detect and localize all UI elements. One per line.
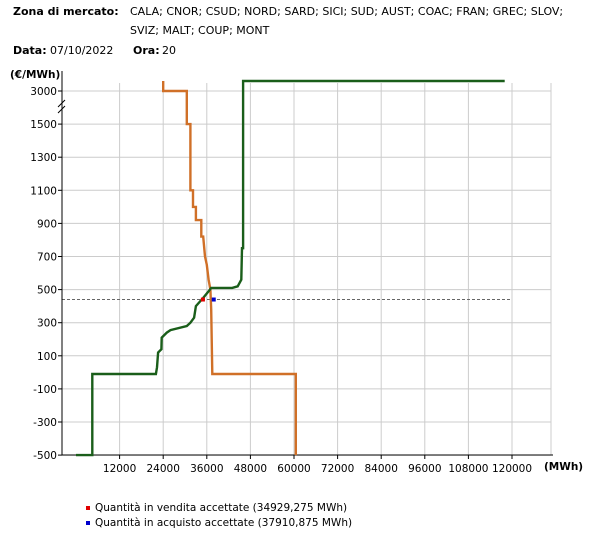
y-tick-label: 900 xyxy=(37,218,57,230)
legend-buy-marker xyxy=(86,521,90,525)
hour-label: Ora: xyxy=(133,44,160,57)
y-tick-label: -300 xyxy=(33,417,57,429)
market-zone-label: Zona di mercato: xyxy=(13,5,119,18)
y-axis-unit-label: (€/MWh) xyxy=(10,69,60,81)
legend-sell-label: Quantità in vendita accettate (34929,275… xyxy=(95,502,348,514)
y-tick-label: -100 xyxy=(33,384,57,396)
x-tick-label: 108000 xyxy=(448,463,488,475)
y-tick-label: 700 xyxy=(37,252,57,264)
x-tick-label: 36000 xyxy=(190,463,223,475)
x-tick-label: 24000 xyxy=(146,463,179,475)
legend-buy-label: Quantità in acquisto accettate (37910,87… xyxy=(95,517,353,529)
y-tick-label: 500 xyxy=(37,285,57,297)
x-axis-unit-label: (MWh) xyxy=(544,461,583,473)
chart-grid xyxy=(62,83,552,456)
legend-sell-marker xyxy=(86,506,90,510)
axis-break-mark xyxy=(57,105,66,114)
hour-value: 20 xyxy=(162,44,176,57)
date-value: 07/10/2022 xyxy=(50,44,114,57)
axis-break-mark xyxy=(57,99,66,108)
x-tick-label: 12000 xyxy=(103,463,136,475)
x-tick-label: 48000 xyxy=(234,463,267,475)
y-tick-label: 300 xyxy=(37,318,57,330)
chart-ticks: 3000 1500 1300 1100 900 700 500 300 100 -100 -300 -… xyxy=(30,86,532,475)
y-tick-label: 1100 xyxy=(30,185,57,197)
sell-accepted-marker xyxy=(200,297,205,302)
y-tick-label: 3000 xyxy=(30,86,57,98)
y-tick-label: 100 xyxy=(37,351,57,363)
market-zones-list-line1: CALA; CNOR; CSUD; NORD; SARD; SICI; SUD;… xyxy=(130,5,564,18)
x-tick-label: 120000 xyxy=(492,463,532,475)
y-tick-label: 1300 xyxy=(30,152,57,164)
market-zones-list-line2: SVIZ; MALT; COUP; MONT xyxy=(130,24,270,37)
chart-axes xyxy=(57,71,553,456)
buy-accepted-marker xyxy=(211,297,216,302)
x-tick-label: 72000 xyxy=(321,463,354,475)
y-tick-label: -500 xyxy=(33,450,57,462)
legend-item-sell: Quantità in vendita accettate (34929,275… xyxy=(86,502,347,514)
x-tick-label: 84000 xyxy=(364,463,397,475)
buy-curve-line xyxy=(76,79,505,457)
x-tick-label: 60000 xyxy=(277,463,310,475)
x-tick-label: 96000 xyxy=(408,463,441,475)
y-tick-label: 1500 xyxy=(30,119,57,131)
legend-item-buy: Quantità in acquisto accettate (37910,87… xyxy=(86,517,352,529)
date-label: Data: xyxy=(13,44,47,57)
chart-series xyxy=(76,79,505,457)
chart-markers xyxy=(200,297,216,302)
sell-curve-line xyxy=(161,81,297,456)
